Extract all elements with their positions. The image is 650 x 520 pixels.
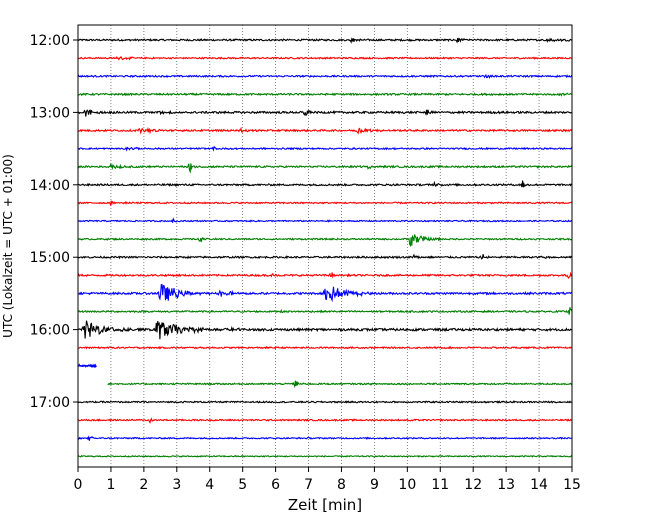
seismic-trace-row-19 [107, 380, 573, 389]
x-tick-label: 12 [464, 477, 482, 493]
x-tick-label: 11 [431, 477, 449, 493]
seismic-trace-row-6 [77, 145, 573, 152]
x-axis: 0 1 2 3 4 5 6 7 8 9 10 11 12 13 14 15 [74, 467, 581, 493]
x-tick-label: 8 [337, 477, 346, 493]
x-tick-label: 4 [205, 477, 214, 493]
seismic-trace-row-10 [77, 217, 573, 223]
seismic-trace-row-1 [77, 55, 573, 61]
seismic-trace-row-8 [77, 180, 573, 188]
seismic-trace-row-9 [77, 200, 573, 207]
seismic-trace-row-21 [77, 417, 573, 424]
seismic-trace-row-14 [77, 284, 573, 303]
y-tick-label: 17:00 [30, 395, 70, 411]
y-tick-label: 13:00 [30, 105, 70, 121]
x-tick-label: 1 [106, 477, 115, 493]
seismic-trace-row-7 [77, 163, 573, 174]
y-tick-label: 14:00 [30, 178, 70, 194]
grid-lines [110, 25, 540, 467]
seismic-trace-row-18 [77, 363, 97, 369]
x-tick-label: 10 [398, 477, 416, 493]
x-tick-label: 6 [271, 477, 280, 493]
x-tick-label: 15 [563, 477, 581, 493]
seismic-trace-row-5 [77, 126, 573, 135]
seismic-trace-row-4 [77, 109, 573, 117]
seismic-trace-row-3 [77, 92, 573, 97]
seismic-trace-row-2 [77, 73, 573, 79]
x-tick-label: 3 [172, 477, 181, 493]
seismic-trace-row-15 [77, 307, 573, 315]
x-tick-label: 7 [304, 477, 313, 493]
x-tick-label: 9 [370, 477, 379, 493]
x-tick-label: 0 [74, 477, 83, 493]
x-tick-label: 2 [139, 477, 148, 493]
seismic-trace-row-12 [77, 253, 573, 260]
y-tick-label: 12:00 [30, 33, 70, 49]
plot-frame [77, 24, 573, 468]
y-axis: 12:00 13:00 14:00 15:00 16:00 17:00 [30, 33, 78, 411]
trace-layer [77, 37, 573, 458]
seismic-trace-row-0 [77, 37, 573, 44]
x-axis-label: Zeit [min] [288, 496, 362, 514]
seismic-trace-row-16 [77, 320, 573, 340]
x-tick-label: 14 [530, 477, 548, 493]
y-axis-label: UTC (Lokalzeit = UTC + 01:00) [1, 154, 15, 338]
seismic-trace-row-20 [77, 400, 573, 404]
x-tick-label: 13 [497, 477, 515, 493]
y-tick-label: 16:00 [30, 323, 70, 339]
seismic-trace-row-17 [77, 345, 573, 350]
seismic-trace-row-22 [77, 435, 573, 441]
x-tick-label: 5 [238, 477, 247, 493]
y-tick-label: 15:00 [30, 250, 70, 266]
seismic-trace-row-13 [77, 271, 573, 279]
seismic-trace-row-23 [77, 454, 573, 458]
seismic-trace-row-11 [77, 234, 573, 248]
